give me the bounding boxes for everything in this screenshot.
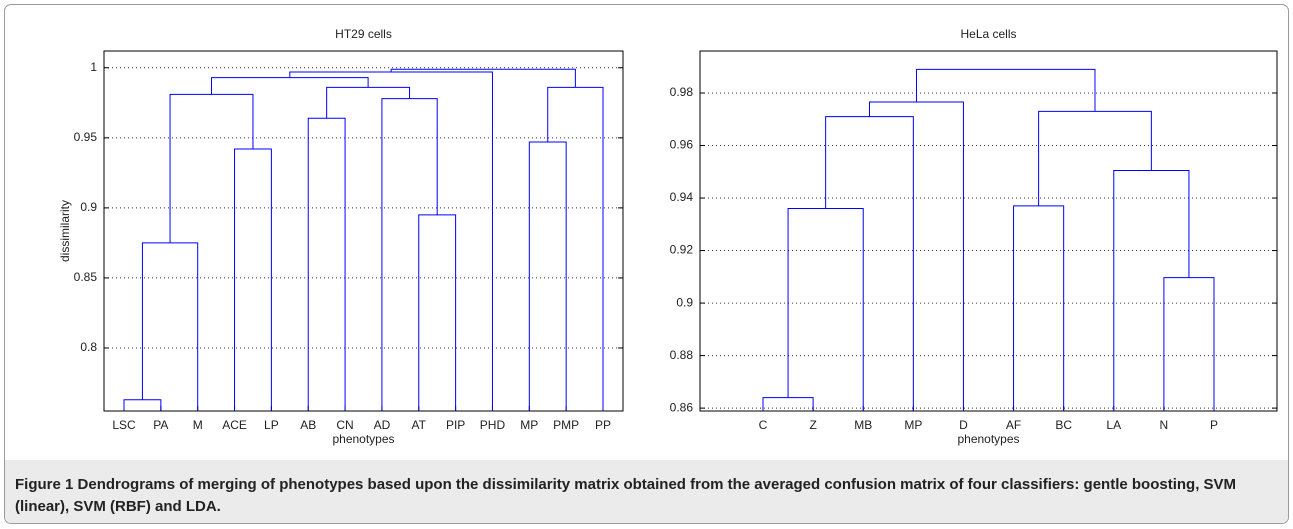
merge-link <box>1163 277 1215 411</box>
merge-link <box>381 98 438 411</box>
merge-link <box>418 214 457 411</box>
x-axis-label: phenotypes <box>332 432 394 446</box>
x-tick-label: LSC <box>112 418 136 432</box>
x-tick-label: PMP <box>553 418 579 432</box>
y-tick-label: 0.96 <box>670 138 694 152</box>
x-tick-label: Z <box>809 418 816 432</box>
caption: Figure 1 Dendrograms of merging of pheno… <box>5 460 1288 523</box>
y-tick-label: 0.9 <box>676 295 693 309</box>
plot-frame <box>699 50 1278 412</box>
x-tick-label: PIP <box>446 418 465 432</box>
y-tick-label: 0.95 <box>74 130 98 144</box>
y-tick-label: 0.9 <box>80 200 97 214</box>
merge-link <box>234 148 272 411</box>
x-tick-label: LA <box>1106 418 1121 432</box>
merge-link <box>868 101 964 411</box>
y-tick-label: 1 <box>90 60 97 74</box>
merge-link <box>1013 205 1065 411</box>
x-tick-label: LP <box>264 418 279 432</box>
x-tick-label: C <box>759 418 768 432</box>
merge-link <box>169 93 254 243</box>
chart-title: HT29 cells <box>335 27 392 41</box>
figure: 0.8 0.85 0.9 0.95 1 LSC PA M ACE LP AB CN AD AT PIP PHD… <box>4 4 1289 524</box>
caption-text: Dendrograms of merging of phenotypes bas… <box>15 476 1237 515</box>
x-tick-label: MP <box>520 418 538 432</box>
merge-link <box>1038 110 1152 206</box>
x-tick-label: MB <box>854 418 872 432</box>
x-tick-label: AB <box>300 418 316 432</box>
merge-link <box>141 242 199 411</box>
merge-link <box>326 86 411 119</box>
x-tick-label: M <box>193 418 203 432</box>
merge-link <box>1113 169 1190 411</box>
x-tick-label: AT <box>412 418 427 432</box>
y-tick-label: 0.8 <box>80 340 97 354</box>
merge-link <box>787 208 864 411</box>
plot-frame <box>103 50 624 412</box>
merge-link <box>390 68 576 88</box>
merge-link <box>123 399 162 411</box>
y-tick-label: 0.86 <box>670 400 694 414</box>
chart-title: HeLa cells <box>960 27 1016 41</box>
x-tick-label: PHD <box>480 418 506 432</box>
x-tick-label: BC <box>1055 418 1072 432</box>
merge-link <box>289 71 493 411</box>
x-tick-label: MP <box>904 418 922 432</box>
y-tick-label: 0.94 <box>670 190 694 204</box>
y-tick-label: 0.98 <box>670 85 694 99</box>
y-tick-label: 0.85 <box>74 270 98 284</box>
y-tick-label: 0.92 <box>670 243 694 257</box>
merge-link <box>547 86 604 411</box>
x-tick-label: D <box>959 418 968 432</box>
x-tick-label: PP <box>595 418 611 432</box>
x-tick-label: ACE <box>222 418 247 432</box>
x-tick-label: N <box>1160 418 1169 432</box>
merge-link <box>528 141 567 411</box>
y-tick-label: 0.88 <box>670 348 694 362</box>
x-tick-label: AD <box>374 418 391 432</box>
merge-link <box>211 77 369 95</box>
caption-label: Figure 1 <box>15 476 74 493</box>
x-tick-label: CN <box>336 418 353 432</box>
x-tick-label: P <box>1210 418 1218 432</box>
x-tick-label: PA <box>153 418 168 432</box>
merge-link <box>307 117 346 411</box>
x-axis-label: phenotypes <box>957 432 1019 446</box>
merge-link <box>825 116 914 411</box>
y-axis-label: dissimilarity <box>58 200 72 262</box>
merge-link <box>762 397 814 411</box>
x-tick-label: AF <box>1006 418 1021 432</box>
merge-link <box>915 68 1096 112</box>
